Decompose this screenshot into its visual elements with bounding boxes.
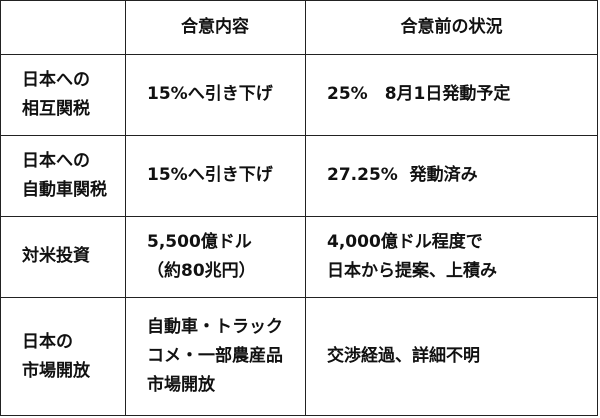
header-agreement: 合意内容	[181, 16, 249, 37]
cell-line: （約80兆円）	[147, 260, 256, 281]
cell-line: 日本から提案、上積み	[327, 260, 497, 281]
header-before: 合意前の状況	[400, 16, 503, 37]
cell-line: 市場開放	[22, 360, 90, 381]
cell-line: 25% 8月1日発動予定	[327, 84, 511, 104]
cell-line: 自動車・トラック	[147, 317, 283, 337]
cell-line: 対米投資	[22, 246, 90, 266]
cell-line: コメ・一部農産品	[147, 346, 283, 366]
cell-line: 日本の	[22, 331, 73, 352]
agreement-cell: 15%へ引き下げ	[147, 135, 302, 216]
agreement-cell: 5,500億ドル （約80兆円）	[147, 216, 302, 297]
row-divider	[1, 216, 597, 217]
cell-line: 27.25% 発動済み	[327, 165, 478, 185]
row-label: 日本の 市場開放	[22, 297, 122, 416]
cell-line: 15%へ引き下げ	[147, 84, 273, 104]
column-divider	[125, 1, 126, 415]
before-cell: 交渉経過、詳細不明	[327, 297, 597, 416]
row-label: 対米投資	[22, 216, 122, 297]
before-cell: 25% 8月1日発動予定	[327, 54, 597, 135]
cell-line: 交渉経過、詳細不明	[327, 346, 480, 366]
row-label: 日本への 自動車関税	[22, 135, 122, 216]
before-cell: 27.25% 発動済み	[327, 135, 597, 216]
row-divider	[1, 135, 597, 136]
row-divider	[1, 297, 597, 298]
cell-line: 5,500億ドル	[147, 231, 252, 252]
cell-line: 15%へ引き下げ	[147, 165, 273, 185]
cell-line: 日本への	[22, 150, 90, 171]
cell-line: 市場開放	[147, 375, 215, 395]
before-cell: 4,000億ドル程度で 日本から提案、上積み	[327, 216, 597, 297]
cell-line: 日本への	[22, 69, 90, 90]
row-divider	[1, 54, 597, 55]
cell-line: 自動車関税	[22, 179, 107, 200]
cell-line: 4,000億ドル程度で	[327, 231, 483, 252]
agreement-cell: 自動車・トラック コメ・一部農産品 市場開放	[147, 297, 302, 416]
column-divider	[305, 1, 306, 415]
cell-line: 相互関税	[22, 98, 90, 119]
agreement-cell: 15%へ引き下げ	[147, 54, 302, 135]
row-label: 日本への 相互関税	[22, 54, 122, 135]
